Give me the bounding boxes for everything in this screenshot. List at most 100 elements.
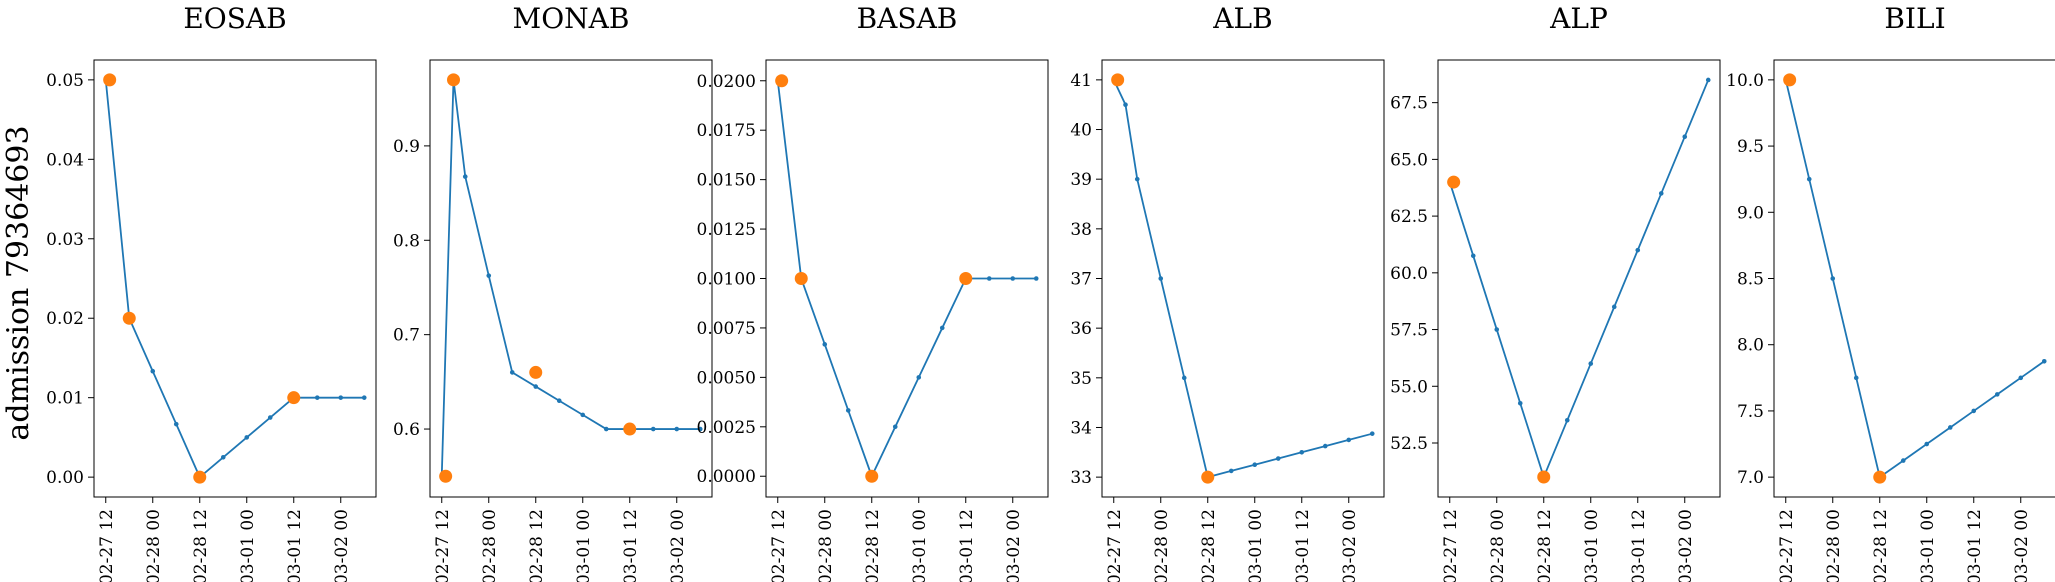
series-point bbox=[1252, 462, 1258, 468]
x-tick-label: 02-27 12 bbox=[1441, 509, 1461, 582]
series-point bbox=[1994, 392, 2000, 397]
x-tick-label: 02-28 12 bbox=[527, 509, 547, 582]
series-point bbox=[916, 375, 922, 380]
series-point bbox=[1181, 375, 1187, 381]
y-tick-label: 0.03 bbox=[46, 230, 84, 250]
y-tick-label: 0.05 bbox=[46, 71, 84, 91]
series-point bbox=[244, 435, 250, 440]
y-tick-label: 0.0150 bbox=[697, 171, 756, 191]
series-point bbox=[1470, 253, 1476, 259]
y-tick-label: 37 bbox=[1070, 270, 1092, 290]
series-point bbox=[1806, 176, 1812, 182]
observed-point bbox=[1447, 175, 1461, 189]
panel-alp: ALP 52.5 55.0 57.5 60.0 62.5 65.0 67.5 02-27 12 0… bbox=[1390, 2, 1721, 582]
series-point bbox=[1705, 77, 1711, 83]
series-point bbox=[674, 426, 680, 432]
y-tick-label: 0.0050 bbox=[697, 368, 756, 388]
series-point bbox=[1947, 425, 1953, 430]
series-point bbox=[509, 370, 515, 375]
y-tick-label: 33 bbox=[1070, 468, 1092, 488]
series-point bbox=[173, 421, 179, 427]
series-point bbox=[1369, 431, 1375, 436]
x-tick-label: 02-28 12 bbox=[1871, 509, 1891, 582]
series-point bbox=[603, 426, 609, 432]
x-tick-label: 03-02 00 bbox=[332, 509, 352, 582]
y-tick-label: 57.5 bbox=[1390, 321, 1428, 341]
x-tick-label: 02-27 12 bbox=[1777, 509, 1797, 582]
series-point bbox=[697, 426, 703, 432]
x-tick-label: 02-27 12 bbox=[769, 509, 789, 582]
series-point bbox=[1900, 458, 1906, 463]
observed-point bbox=[1537, 470, 1551, 484]
observed-point bbox=[1111, 73, 1125, 87]
x-tick-label: 02-28 12 bbox=[1199, 509, 1219, 582]
series-point bbox=[1564, 418, 1570, 423]
x-tick-label: 03-02 00 bbox=[1004, 509, 1024, 582]
observed-point bbox=[775, 74, 789, 88]
series-point bbox=[1588, 361, 1594, 366]
y-tick-label: 67.5 bbox=[1390, 94, 1428, 114]
x-tick-label: 03-02 00 bbox=[1676, 509, 1696, 582]
panel-alb: ALB 33 34 35 36 37 38 39 40 41 02-27 12 02-28 00 02-… bbox=[1070, 2, 1385, 582]
x-tick-label: 02-28 00 bbox=[1152, 509, 1172, 582]
y-tick-label: 0.01 bbox=[46, 389, 84, 409]
axes-frame bbox=[1437, 59, 1721, 498]
axes-frame bbox=[1773, 59, 2055, 498]
y-tick-label: 8.0 bbox=[1737, 336, 1764, 356]
series-point bbox=[1830, 276, 1836, 281]
series-point bbox=[462, 174, 468, 179]
y-tick-label: 9.5 bbox=[1737, 137, 1764, 157]
series-point bbox=[1275, 456, 1281, 461]
observed-point bbox=[1783, 73, 1797, 87]
series-line bbox=[1448, 79, 1710, 480]
y-tick-label: 41 bbox=[1070, 71, 1092, 91]
x-tick-label: 02-27 12 bbox=[1105, 509, 1125, 582]
series-point bbox=[1682, 134, 1688, 139]
y-tick-label: 36 bbox=[1070, 319, 1092, 339]
observed-point bbox=[1873, 470, 1887, 484]
y-tick-label: 52.5 bbox=[1390, 434, 1428, 454]
x-tick-label: 02-27 12 bbox=[433, 509, 453, 582]
observed-point bbox=[865, 469, 879, 483]
row-label: admission 79364693 bbox=[1, 125, 36, 440]
y-tick-label: 8.5 bbox=[1737, 270, 1764, 290]
series-point bbox=[150, 368, 156, 374]
series-point bbox=[267, 415, 273, 420]
observed-point bbox=[1201, 470, 1215, 484]
series-point bbox=[338, 395, 344, 400]
panel-title: ALB bbox=[1212, 2, 1272, 35]
x-tick-label: 02-28 00 bbox=[1488, 509, 1508, 582]
panel-title: ALP bbox=[1549, 2, 1608, 35]
x-tick-label: 03-02 00 bbox=[2012, 509, 2032, 582]
series-line bbox=[1112, 79, 1373, 479]
y-tick-label: 0.0100 bbox=[697, 270, 756, 290]
x-tick-label: 03-01 00 bbox=[1918, 509, 1938, 582]
y-tick-label: 0.00 bbox=[46, 468, 84, 488]
y-tick-label: 60.0 bbox=[1390, 264, 1428, 284]
y-tick-label: 10.0 bbox=[1726, 71, 1764, 91]
y-tick-label: 7.0 bbox=[1737, 468, 1764, 488]
y-tick-label: 0.0075 bbox=[697, 319, 756, 339]
x-tick-label: 02-28 00 bbox=[816, 509, 836, 582]
series-point bbox=[1033, 276, 1039, 281]
panel-title: BASAB bbox=[857, 2, 958, 35]
y-tick-label: 0.9 bbox=[393, 137, 420, 157]
x-tick-label: 03-01 12 bbox=[1293, 509, 1313, 582]
observed-point bbox=[439, 469, 453, 483]
panel-eosab: EOSAB 0.00 0.01 0.02 0.03 0.04 0.05 02-27 12 02-… bbox=[46, 2, 377, 582]
y-tick-label: 39 bbox=[1070, 170, 1092, 190]
panel-basab: BASAB 0.0000 0.0025 0.0050 0.0075 0.0100 0.012… bbox=[697, 2, 1049, 582]
x-tick-label: 03-01 00 bbox=[574, 509, 594, 582]
x-tick-label: 02-28 00 bbox=[144, 509, 164, 582]
series-point bbox=[1971, 408, 1977, 414]
x-tick-label: 03-01 12 bbox=[1629, 509, 1649, 582]
x-tick-label: 03-01 12 bbox=[285, 509, 305, 582]
observed-point bbox=[287, 391, 301, 405]
series-point bbox=[1228, 468, 1234, 474]
series-point bbox=[1158, 276, 1164, 281]
series-point bbox=[939, 325, 945, 331]
panel-bili: BILI 7.0 7.5 8.0 8.5 9.0 9.5 10.0 02-27 12 02-28 … bbox=[1726, 2, 2055, 582]
x-tick-label: 03-01 00 bbox=[1582, 509, 1602, 582]
series-point bbox=[533, 384, 539, 389]
